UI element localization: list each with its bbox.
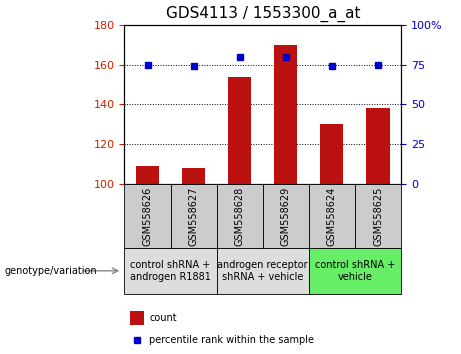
Text: control shRNA +
androgen R1881: control shRNA + androgen R1881 — [130, 260, 211, 282]
Text: GSM558629: GSM558629 — [281, 186, 291, 246]
Bar — [124, 184, 171, 248]
Bar — [274, 45, 297, 184]
Text: GSM558627: GSM558627 — [189, 186, 199, 246]
Text: percentile rank within the sample: percentile rank within the sample — [149, 335, 314, 346]
Bar — [136, 166, 159, 184]
Title: GDS4113 / 1553300_a_at: GDS4113 / 1553300_a_at — [165, 6, 360, 22]
Bar — [217, 248, 309, 294]
Text: GSM558628: GSM558628 — [235, 186, 245, 246]
Bar — [130, 312, 144, 325]
Text: androgen receptor
shRNA + vehicle: androgen receptor shRNA + vehicle — [218, 260, 308, 282]
Bar — [320, 124, 343, 184]
Bar — [366, 108, 390, 184]
Bar — [263, 184, 309, 248]
Text: GSM558624: GSM558624 — [327, 186, 337, 246]
Bar — [309, 248, 401, 294]
Bar — [124, 248, 217, 294]
Bar — [355, 184, 401, 248]
Bar — [228, 76, 251, 184]
Text: GSM558625: GSM558625 — [373, 186, 383, 246]
Bar — [182, 168, 205, 184]
Text: control shRNA +
vehicle: control shRNA + vehicle — [315, 260, 395, 282]
Bar — [217, 184, 263, 248]
Bar — [171, 184, 217, 248]
Text: GSM558626: GSM558626 — [142, 186, 153, 246]
Text: count: count — [149, 313, 177, 323]
Text: genotype/variation: genotype/variation — [5, 266, 97, 276]
Bar — [309, 184, 355, 248]
